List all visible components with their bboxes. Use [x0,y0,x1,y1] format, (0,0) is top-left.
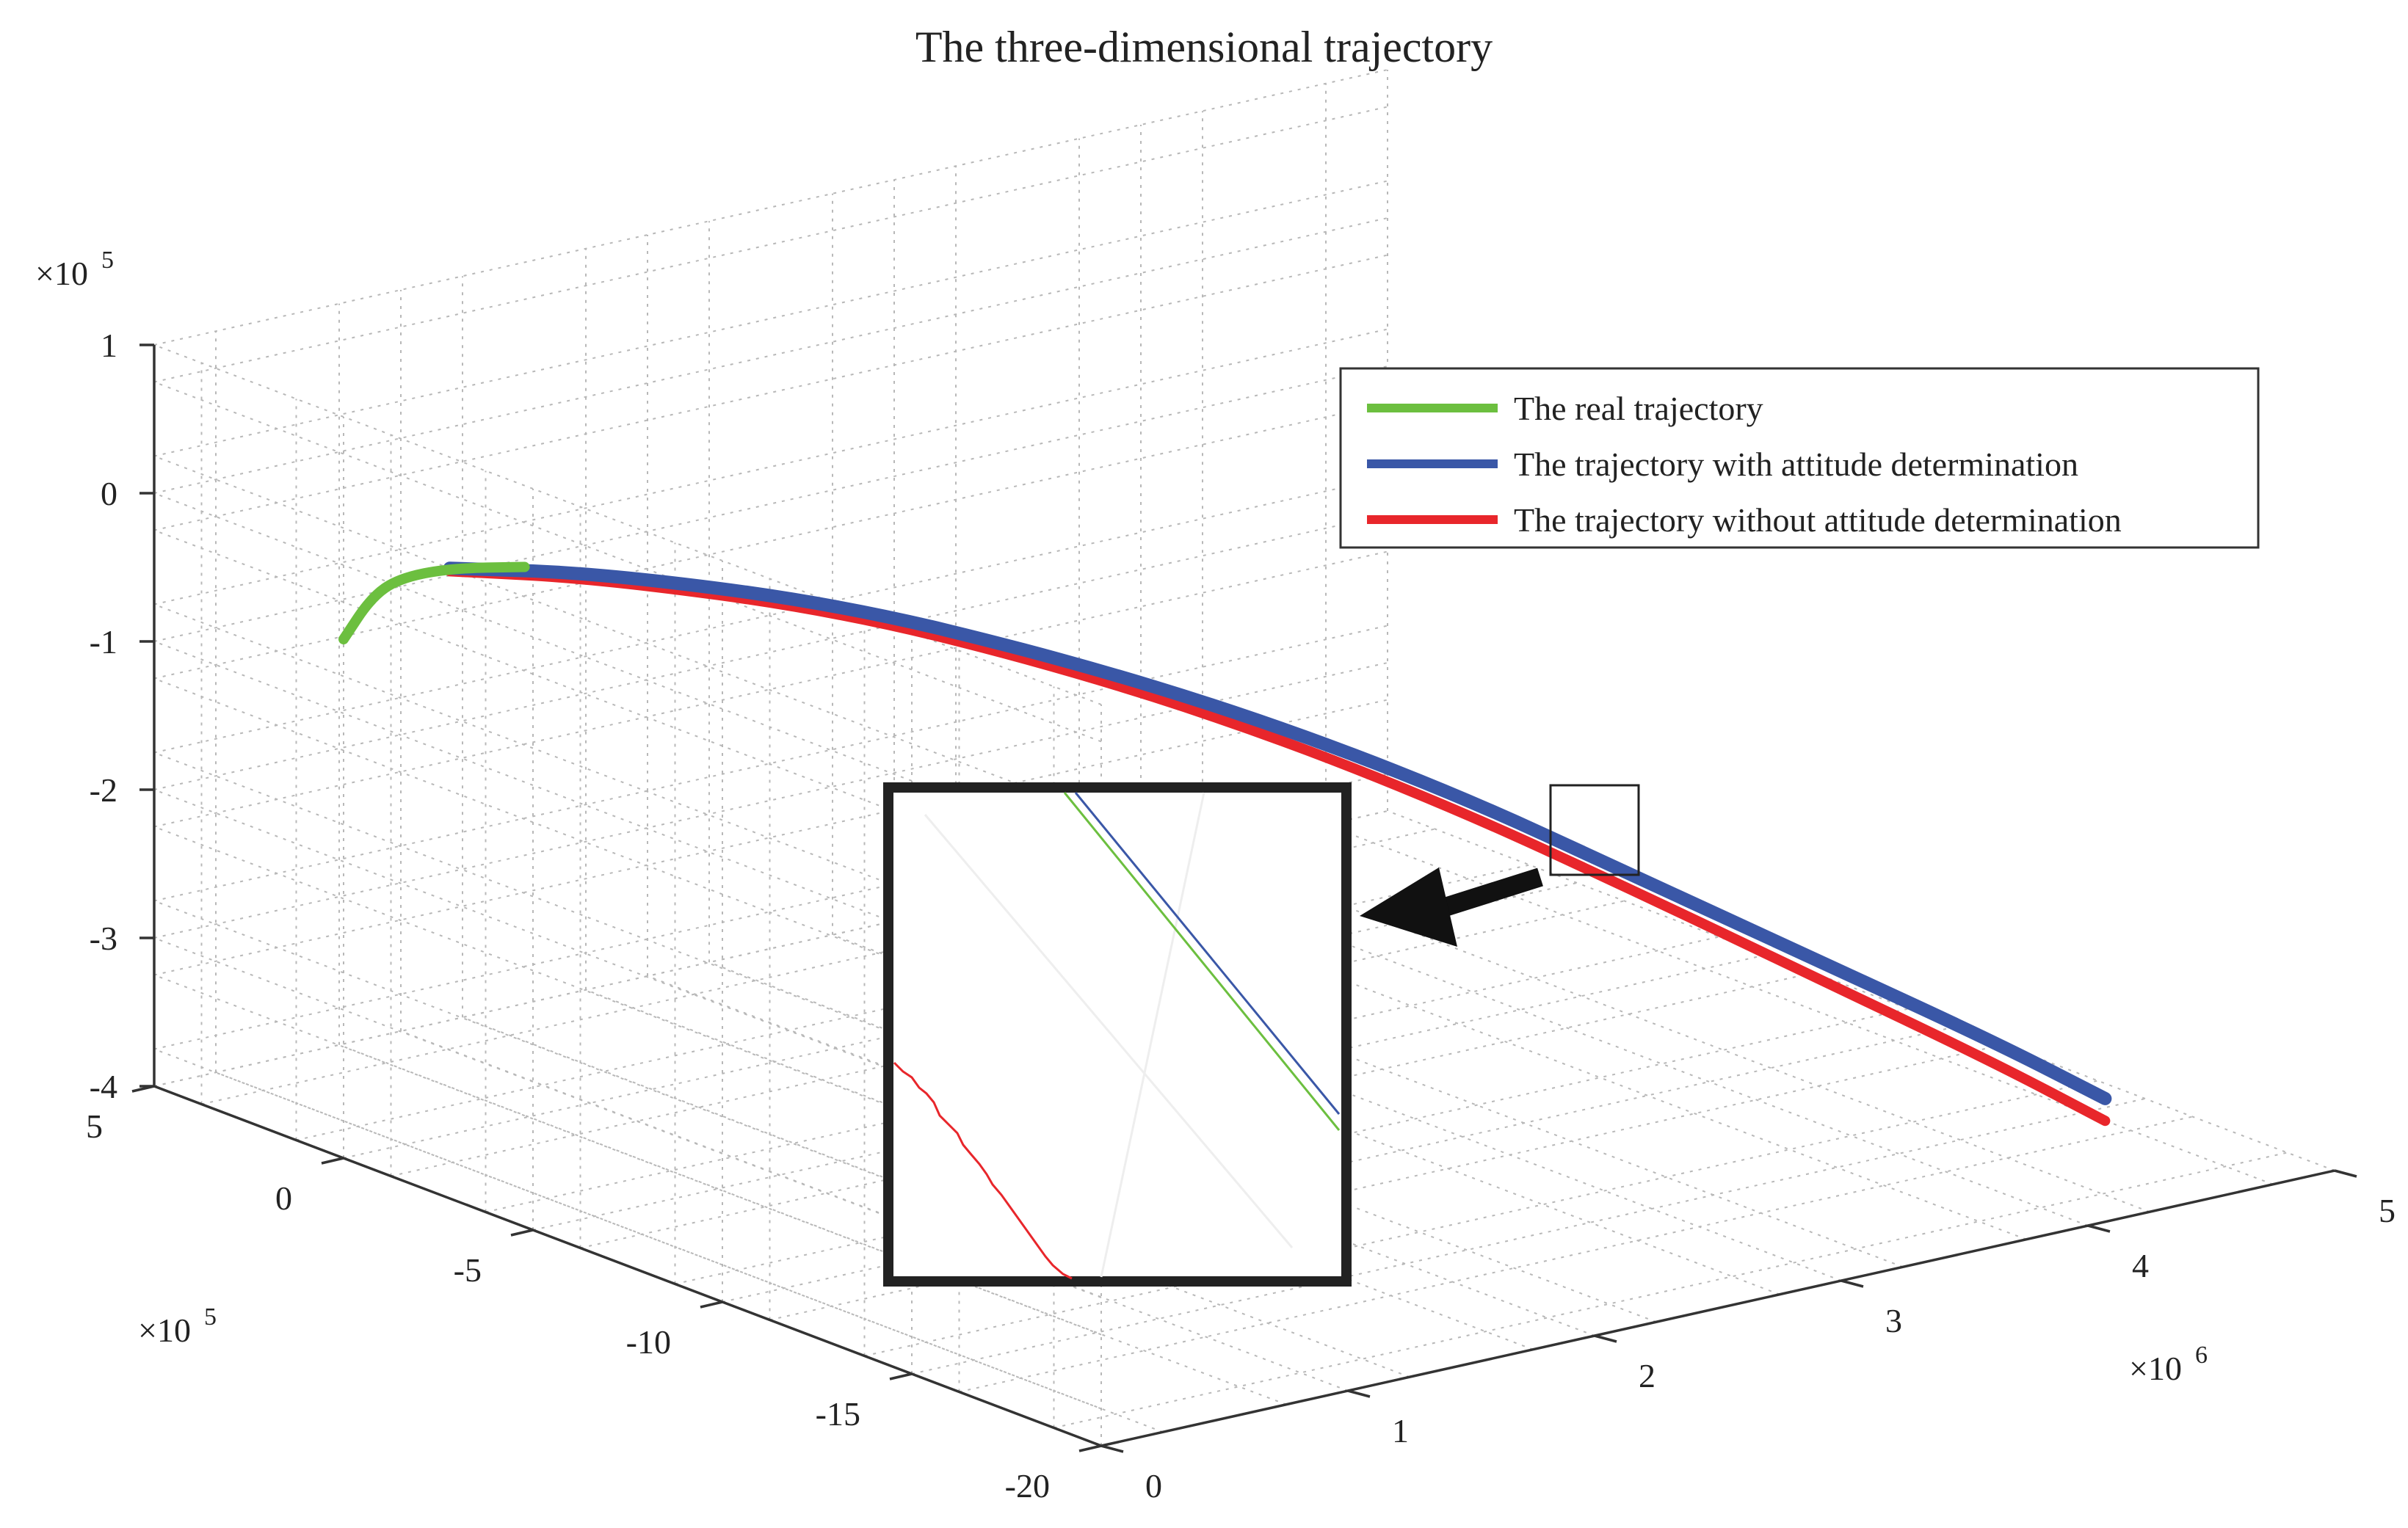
grid-line [153,381,1102,743]
y-tick [131,1085,155,1093]
chart-title: The three-dimensional trajectory [915,23,1493,71]
legend-label-with: The trajectory with attitude determinati… [1514,445,2078,483]
grid-line [708,961,1657,1323]
legend-label-without: The trajectory without attitude determin… [1514,501,2122,539]
y-tick-label: 5 [86,1107,103,1145]
grid-line [153,180,1388,457]
y-tick-label: 0 [275,1179,292,1217]
x-tick [1841,1279,1864,1288]
grid-line [1325,823,2274,1185]
z-tick-label: -4 [90,1068,117,1105]
z-tick-label: 1 [101,327,117,364]
grid-line [153,344,1102,705]
grid-line [462,1016,1410,1378]
z-exponent: ×10 5 [35,247,114,292]
grid-line [955,906,1904,1268]
z-tick-label: 0 [101,475,117,512]
x-exponent: ×10 6 [2129,1342,2208,1387]
x-tick [2087,1224,2111,1233]
grid-line [893,920,1842,1281]
x-tick-label: 3 [1885,1302,1902,1339]
x-tick-label: 1 [1392,1412,1409,1449]
series-line [338,561,530,644]
z-exponent-power: 5 [101,247,114,274]
x-tick [1594,1334,1617,1343]
y-exponent-base: ×10 [138,1311,191,1349]
x-axis-line [1100,1169,2335,1447]
z-tick-label: -3 [90,920,117,957]
grid-line [585,989,1534,1350]
x-tick-label: 2 [1639,1357,1656,1394]
inset-with-line [1074,792,1341,1115]
x-tick-label: 0 [1145,1467,1162,1505]
y-tick [700,1300,723,1309]
grid-line [1078,878,2027,1240]
x-exponent-power: 6 [2195,1342,2208,1369]
y-exponent-power: 5 [204,1303,217,1331]
y-tick-label: -5 [454,1251,482,1289]
x-tick-label: 5 [2379,1192,2396,1229]
grid-line [153,1048,1102,1410]
grid-line [338,1044,1287,1405]
y-tick [889,1372,913,1380]
legend-label-real: The real trajectory [1514,390,1763,427]
y-tick [321,1157,344,1165]
y-tick [510,1229,534,1237]
grid-line [153,514,1388,790]
y-axis-line [153,1085,1102,1447]
y-tick [1078,1444,1102,1452]
zoom-inset-frame [883,782,1352,1287]
y-tick-label: -15 [816,1395,860,1433]
grid-line [1387,810,2335,1171]
series-lines [338,561,2112,1127]
grid-line [1202,851,2150,1213]
grid-line [400,1030,1349,1391]
series-line [443,561,2112,1105]
x-tick [2334,1169,2357,1178]
x-tick-label: 4 [2132,1247,2149,1284]
inset-real-line [1063,792,1341,1131]
grid-line [647,975,1595,1336]
inset-grid-faint [924,814,1294,1248]
inset-grid-faint-2 [1100,792,1205,1278]
grid-line [215,1072,1164,1433]
zoom-marker-box [1549,784,1640,876]
y-tick-label: -20 [1005,1467,1050,1505]
grid-line [153,455,1102,817]
y-tick-label: -10 [626,1323,671,1361]
grid-line [832,934,1780,1295]
axes [153,345,2335,1447]
x-tick [1347,1389,1371,1398]
grid-line [153,328,1388,605]
zoom-inset [883,782,1352,1287]
inset-without-line [893,1061,1073,1280]
z-tick-label: -1 [90,623,117,661]
x-tick [1100,1444,1124,1453]
x-exponent-base: ×10 [2129,1350,2182,1387]
zoom-arrow [1360,867,1543,947]
z-tick-label: -2 [90,771,117,809]
z-exponent-base: ×10 [35,255,88,292]
legend: The real trajectory The trajectory with … [1339,367,2260,549]
grid-line [1140,865,2089,1226]
y-exponent: ×10 5 [138,1303,217,1349]
